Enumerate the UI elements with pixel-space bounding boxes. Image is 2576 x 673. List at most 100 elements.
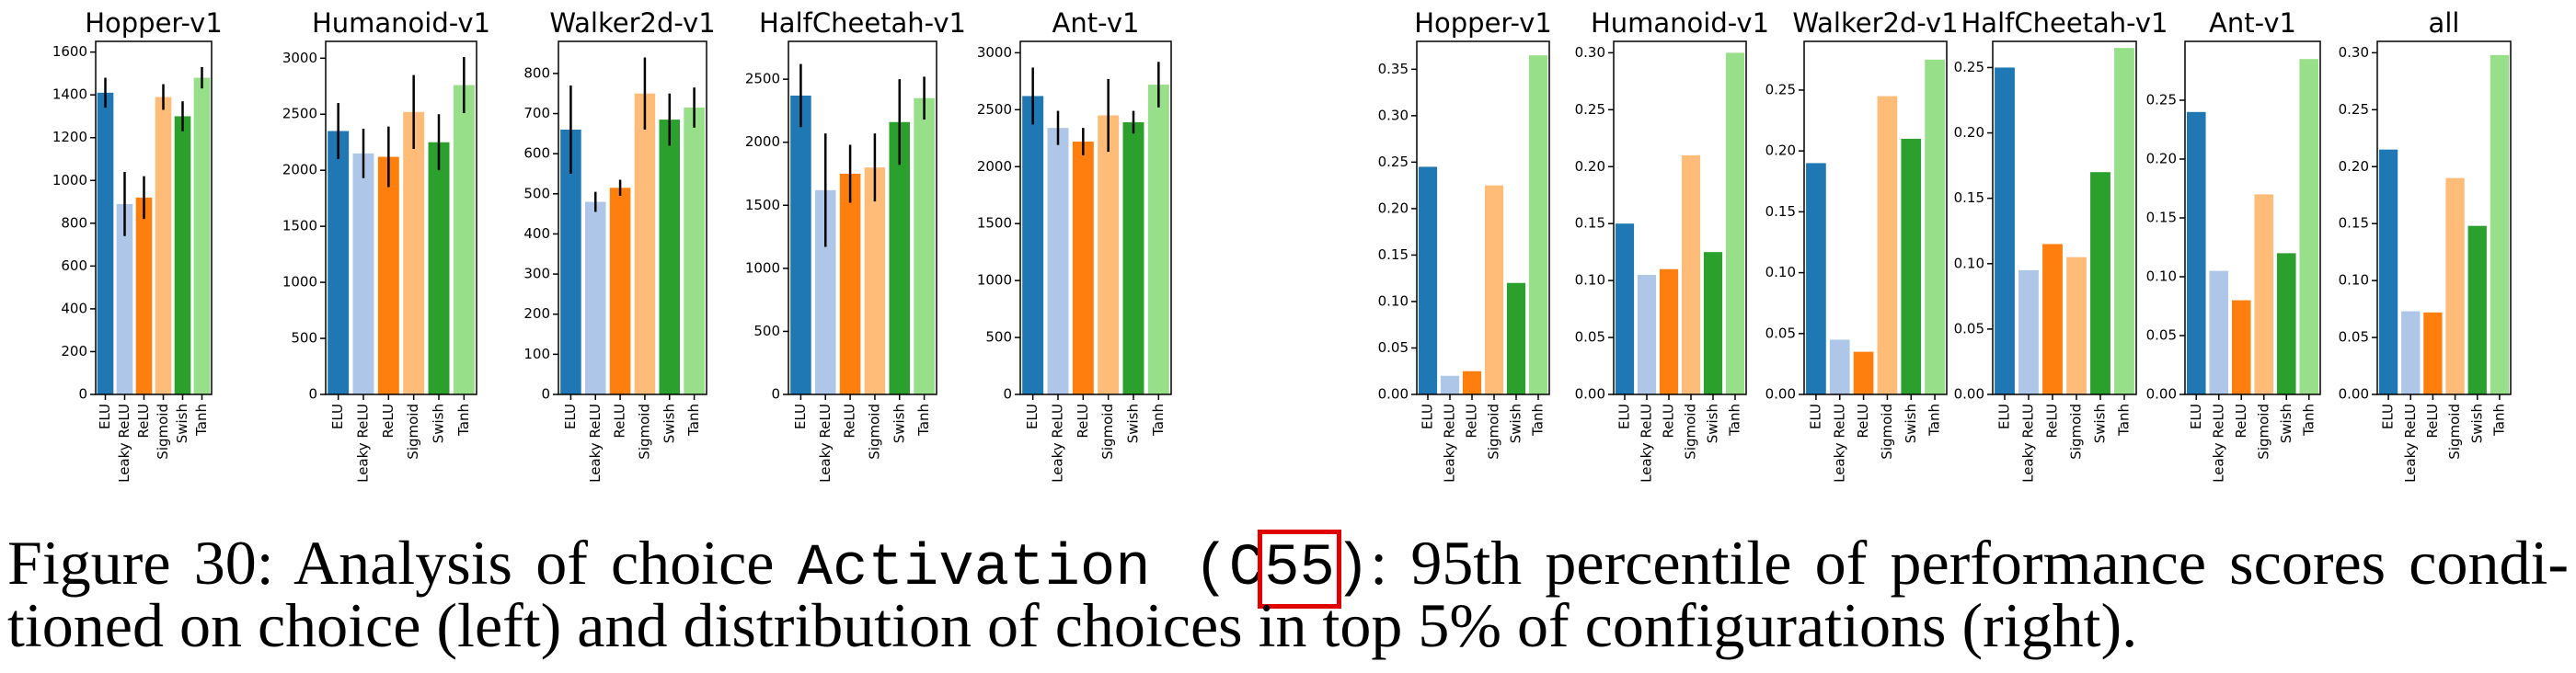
y-tick-label: 0 — [308, 386, 317, 403]
x-tick-label: Tanh — [1530, 404, 1547, 437]
y-tick-label: 1600 — [52, 43, 87, 60]
x-tick-label: Sigmoid — [2446, 404, 2463, 460]
y-tick-label: 0.25 — [1954, 59, 1984, 75]
axes-frame — [1803, 40, 1948, 395]
bar — [2209, 270, 2229, 394]
x-tick-label: Leaky ReLU — [1050, 404, 1066, 483]
y-tick-label: 0.05 — [1378, 339, 1409, 356]
y-tick-label: 800 — [523, 64, 550, 81]
y-tick-label: 0.30 — [2339, 44, 2369, 61]
bar — [790, 95, 811, 394]
bar — [403, 111, 425, 395]
bar — [684, 108, 705, 394]
y-tick-label: 1000 — [282, 274, 317, 291]
y-tick-label: 0.30 — [1378, 107, 1409, 123]
bar — [560, 130, 581, 394]
y-tick-label: 2500 — [745, 71, 780, 87]
chart-title: Hopper-v1 — [85, 7, 223, 39]
x-tick-label: ELU — [562, 404, 579, 429]
y-tick-label: 0.05 — [2339, 329, 2369, 346]
y-tick-label: 2000 — [977, 158, 1012, 175]
y-tick-label: 0.10 — [1954, 255, 1984, 271]
bar — [2490, 54, 2510, 395]
y-tick-label: 0.05 — [1765, 325, 1796, 341]
y-tick-label: 0.10 — [1378, 292, 1409, 309]
y-tick-label: 1000 — [745, 259, 780, 276]
x-tick-label: Leaky ReLU — [2402, 404, 2419, 483]
y-tick-label: 0 — [1003, 386, 1012, 403]
x-tick-label: ELU — [97, 404, 113, 429]
y-tick-label: 0.20 — [1954, 124, 1984, 141]
bar — [1506, 282, 1526, 394]
chart-title: Walker2d-v1 — [1792, 7, 1958, 39]
bar — [2114, 48, 2134, 394]
x-tick-label: ReLU — [612, 404, 628, 439]
x-tick-label: Leaky ReLU — [2020, 404, 2037, 483]
bar — [2018, 269, 2039, 394]
bar — [1925, 59, 1945, 395]
y-tick-label: 400 — [523, 225, 550, 242]
y-tick-label: 300 — [523, 266, 550, 282]
bar — [1681, 154, 1701, 394]
y-tick-label: 2000 — [745, 133, 780, 150]
bar — [97, 92, 114, 394]
x-tick-label: Leaky ReLU — [2210, 404, 2226, 483]
bar — [352, 153, 374, 394]
bar — [1877, 96, 1898, 394]
y-tick-label: 200 — [61, 343, 87, 359]
bar — [609, 188, 631, 394]
bar — [1615, 223, 1635, 394]
x-tick-label: ReLU — [2424, 404, 2441, 439]
x-tick-label: ReLU — [1075, 404, 1091, 439]
x-tick-label: Swish — [174, 404, 190, 443]
y-tick-label: 0.00 — [1575, 386, 1605, 403]
x-tick-label: Sigmoid — [1099, 404, 1116, 460]
y-tick-label: 0.10 — [2339, 272, 2369, 289]
bar — [116, 203, 133, 394]
x-tick-label: Tanh — [1727, 404, 1743, 437]
y-tick-label: 0.15 — [2339, 215, 2369, 232]
bar — [428, 142, 450, 394]
y-tick-label: 0.15 — [2146, 210, 2177, 226]
bar — [1853, 351, 1874, 394]
y-tick-label: 0.00 — [2146, 386, 2177, 403]
y-tick-label: 0.05 — [1575, 329, 1605, 346]
bar — [1725, 52, 1745, 395]
x-tick-label: Swish — [661, 404, 677, 443]
bar — [193, 77, 211, 395]
y-tick-label: 0.20 — [1575, 158, 1605, 175]
chart-title: all — [2429, 7, 2460, 39]
y-tick-label: 0.15 — [1954, 189, 1984, 206]
x-tick-label: Sigmoid — [1486, 404, 1502, 460]
y-tick-label: 0.25 — [1765, 81, 1796, 97]
bar — [1098, 115, 1120, 395]
bar — [2445, 177, 2465, 394]
y-tick-label: 1500 — [282, 218, 317, 234]
caption-text: tioned on choice (left) and distribution… — [7, 590, 2138, 660]
y-tick-label: 500 — [523, 185, 550, 201]
axes-frame — [325, 40, 477, 395]
y-tick-label: 0.00 — [1378, 386, 1409, 403]
bar — [584, 201, 606, 394]
x-tick-label: Swish — [1705, 404, 1721, 443]
bar — [2401, 311, 2421, 394]
x-tick-label: Tanh — [2116, 404, 2133, 437]
bar — [1440, 375, 1460, 394]
caption-text: Figure 30: Analysis of choice — [7, 528, 775, 598]
y-tick-label: 0.20 — [1378, 200, 1409, 216]
bar — [839, 174, 861, 394]
x-tick-label: ReLU — [1855, 404, 1871, 439]
bar — [1022, 96, 1044, 394]
x-tick-label: Swish — [2278, 404, 2294, 443]
y-tick-label: 1400 — [52, 86, 87, 103]
y-tick-label: 0.20 — [1765, 143, 1796, 159]
bar — [864, 167, 886, 394]
y-tick-label: 0.15 — [1575, 215, 1605, 232]
y-tick-label: 1000 — [977, 272, 1012, 289]
x-tick-label: ELU — [2188, 404, 2204, 429]
x-tick-label: Sigmoid — [1683, 404, 1699, 460]
x-tick-label: ELU — [792, 404, 809, 429]
y-tick-label: 0 — [541, 386, 550, 403]
bar — [1637, 274, 1657, 394]
bar — [2231, 300, 2251, 394]
